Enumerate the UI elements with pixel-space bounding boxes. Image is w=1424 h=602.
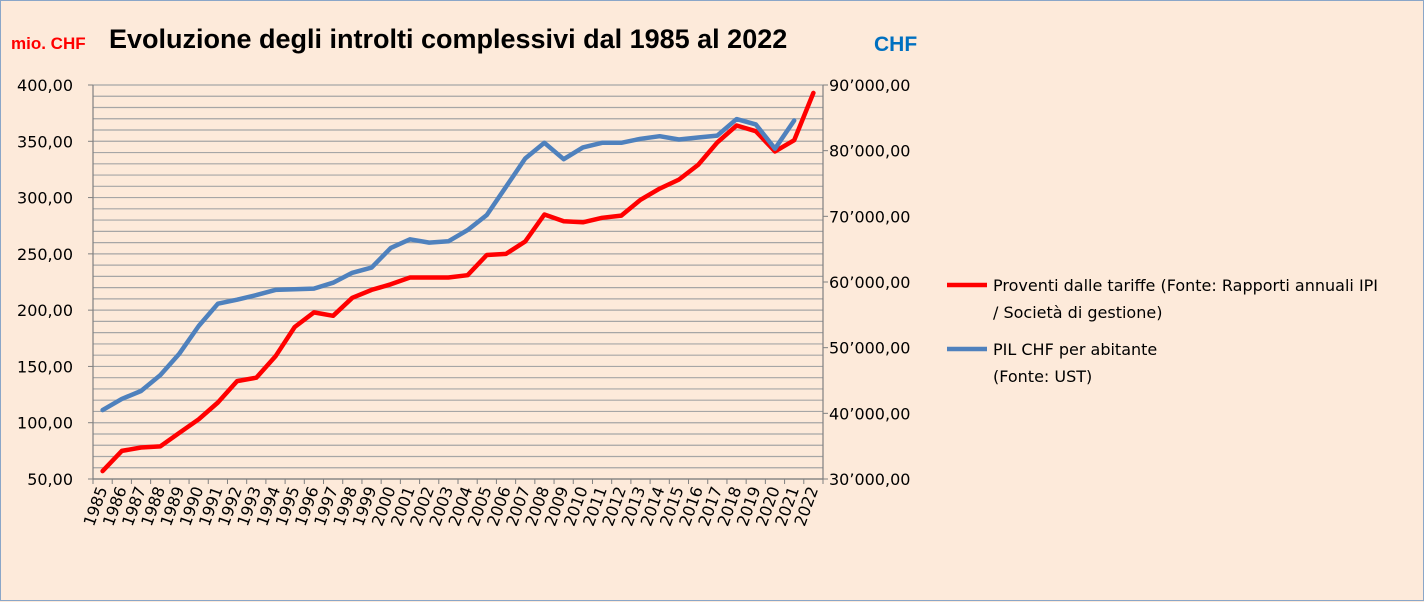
left-y-tick-label: 250,00 [17, 245, 73, 264]
chart-title: Evoluzione degli introlti complessivi da… [109, 24, 787, 54]
series-lines [100, 90, 816, 474]
left-y-ticks: 400,00 350,00 300,00 250,00 200,00 150,00 100,… [17, 76, 93, 489]
left-y-tick-label: 50,00 [27, 470, 73, 489]
left-y-tick-label: 200,00 [17, 301, 73, 320]
left-y-tick-label: 300,00 [17, 189, 73, 208]
left-y-tick-label: 400,00 [17, 76, 73, 95]
left-y-tick-label: 100,00 [17, 414, 73, 433]
legend-label-2: PIL CHF per abitante (Fonte: UST) [993, 340, 1157, 386]
right-y-tick-label: 90’000,00 [829, 76, 910, 95]
legend: Proventi dalle tariffe (Fonte: Rapporti … [947, 276, 1378, 386]
left-y-tick-label: 150,00 [17, 357, 73, 376]
left-axis-unit-label: mio. CHF [11, 34, 86, 53]
series-line-1 [100, 90, 816, 474]
right-y-tick-label: 60’000,00 [829, 273, 910, 292]
right-y-tick-label: 80’000,00 [829, 142, 910, 161]
right-axis-unit-label: CHF [874, 33, 917, 56]
x-ticks: 1985198619871988198919901991199219931994… [80, 484, 823, 529]
right-y-tick-label: 50’000,00 [829, 339, 910, 358]
right-y-tick-label: 30’000,00 [829, 470, 910, 489]
right-y-ticks: 90’000,00 80’000,00 70’000,00 60’000,00 50’0… [823, 76, 910, 489]
series-line-2 [100, 116, 797, 413]
left-y-tick-label: 350,00 [17, 132, 73, 151]
right-y-tick-label: 40’000,00 [829, 404, 910, 423]
right-y-tick-label: 70’000,00 [829, 207, 910, 226]
legend-label-1: Proventi dalle tariffe (Fonte: Rapporti … [993, 276, 1378, 322]
